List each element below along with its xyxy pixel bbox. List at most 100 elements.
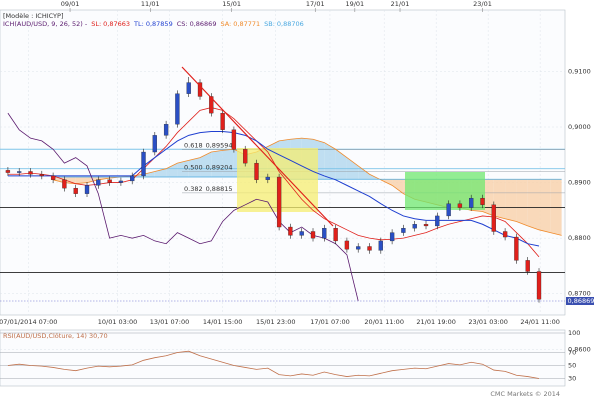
candle-body — [491, 204, 496, 232]
candle-body — [107, 179, 112, 183]
top-tick-label: 15/01 — [222, 0, 241, 8]
indicator-label: ICH(AUD/USD, 9, 26, 52) - — [3, 20, 88, 28]
fib-ratio: 0.618 — [184, 142, 203, 150]
cloud — [516, 179, 528, 226]
legend-name: SL: — [91, 20, 101, 28]
cloud — [222, 149, 234, 178]
fib-ratio: 0.382 — [184, 185, 203, 193]
legend-value: 0,87663 — [103, 20, 130, 28]
candle-body — [209, 96, 214, 114]
cloud — [392, 179, 404, 194]
candle-body — [243, 149, 248, 164]
candle-body — [367, 246, 372, 251]
candle-body — [141, 151, 146, 177]
legend-name: TL: — [133, 20, 144, 28]
candle-body — [457, 203, 463, 208]
candle-body — [73, 187, 78, 194]
fib-label: 0.382 0,88815 — [184, 185, 233, 193]
candle-body — [39, 174, 44, 177]
top-tick-label: 19/01 — [345, 0, 364, 8]
candle-body — [514, 236, 519, 261]
legend-value: 0,87859 — [146, 20, 173, 28]
cloud — [200, 152, 212, 178]
candle-body — [333, 228, 338, 242]
cloud — [493, 179, 506, 219]
candle-body — [322, 228, 327, 239]
candle-body — [186, 82, 191, 94]
candle-body — [152, 135, 157, 153]
cloud — [505, 179, 517, 222]
cloud — [166, 163, 178, 178]
candle-body — [356, 246, 361, 250]
y-tick-label: 0,8800 — [568, 234, 591, 242]
rsi-line — [7, 350, 540, 379]
cloud — [358, 165, 370, 180]
legend-name: SA: — [220, 20, 231, 28]
candle-body — [299, 231, 304, 236]
rsi-panel — [0, 329, 566, 387]
candle-body — [480, 197, 485, 205]
x-tick-label: 24/01 11:00 — [520, 318, 560, 326]
candle-body — [423, 224, 429, 227]
legend-name: SB: — [264, 20, 275, 28]
candle-body — [118, 180, 124, 183]
candle-body — [435, 215, 440, 227]
top-tick-label: 23/01 — [473, 0, 492, 8]
x-tick-label: 17/01 07:00 — [310, 318, 350, 326]
cloud — [324, 142, 336, 180]
candle-body — [502, 231, 508, 238]
legend-value: 0,87771 — [233, 20, 260, 28]
indicator-line — [7, 130, 540, 247]
top-tick-label: 09/01 — [61, 0, 80, 8]
candle-body — [378, 240, 383, 251]
fib-ratio: 0.500 — [184, 163, 203, 171]
fib-value: 0,89594 — [206, 142, 233, 150]
candle-body — [401, 228, 406, 233]
legend-value: 0,86869 — [190, 20, 217, 28]
x-tick-label: 20/01 11:00 — [364, 318, 404, 326]
fib-value: 0,89204 — [206, 163, 233, 171]
x-tick-label: 15/01 23:00 — [256, 318, 296, 326]
x-tick-label: 07/01/2014 07:00 — [0, 318, 57, 326]
cloud — [64, 177, 76, 184]
rsi-title: RSI(AUD/USD,Clôture, 14) 30,70 — [3, 332, 108, 340]
candle-body — [197, 82, 203, 97]
top-tick-label: 21/01 — [391, 0, 410, 8]
indicator-line — [7, 112, 359, 302]
cloud — [154, 168, 167, 178]
candle-body — [265, 176, 270, 180]
candle-body — [96, 179, 101, 186]
rsi-tick-label: 30 — [568, 375, 576, 383]
candle-body — [469, 197, 474, 208]
candle-body — [446, 203, 451, 217]
foreground-layer: 0.618 0,89594 0.500 0,89204 0.382 0,88815 — [5, 77, 542, 303]
candle-body — [130, 175, 135, 182]
candle-body — [344, 240, 350, 250]
legend: ICH(AUD/USD, 9, 26, 52) - SL: 0,87663 TL: 0,… — [3, 20, 304, 28]
last-price-box — [566, 296, 594, 305]
rsi-tick-label: 70 — [568, 349, 576, 357]
y-tick-label: 0,8600 — [568, 345, 591, 353]
candle-body — [310, 231, 316, 239]
y-tick-label: 0,9000 — [568, 123, 591, 131]
candle-body — [5, 170, 11, 173]
candle-body — [536, 271, 542, 300]
candle-body — [288, 226, 293, 236]
fib-label: 0.500 0,89204 — [184, 163, 233, 171]
cloud — [482, 179, 494, 216]
cloud — [143, 171, 155, 178]
candle-body — [525, 260, 530, 272]
candle-body — [62, 179, 67, 189]
cloud — [539, 179, 551, 233]
x-tick-label: 14/01 15:00 — [203, 318, 243, 326]
candle-body — [220, 112, 225, 130]
y-tick-label: 0,8900 — [568, 179, 591, 187]
candle-body — [231, 129, 237, 150]
x-tick-label: 21/01 19:00 — [416, 318, 456, 326]
cloud — [335, 149, 347, 180]
fib-value: 0,88815 — [206, 185, 233, 193]
y-tick-label: 0,8700 — [568, 290, 591, 298]
cloud — [211, 150, 223, 178]
y-tick-label: 0,9100 — [568, 67, 591, 75]
